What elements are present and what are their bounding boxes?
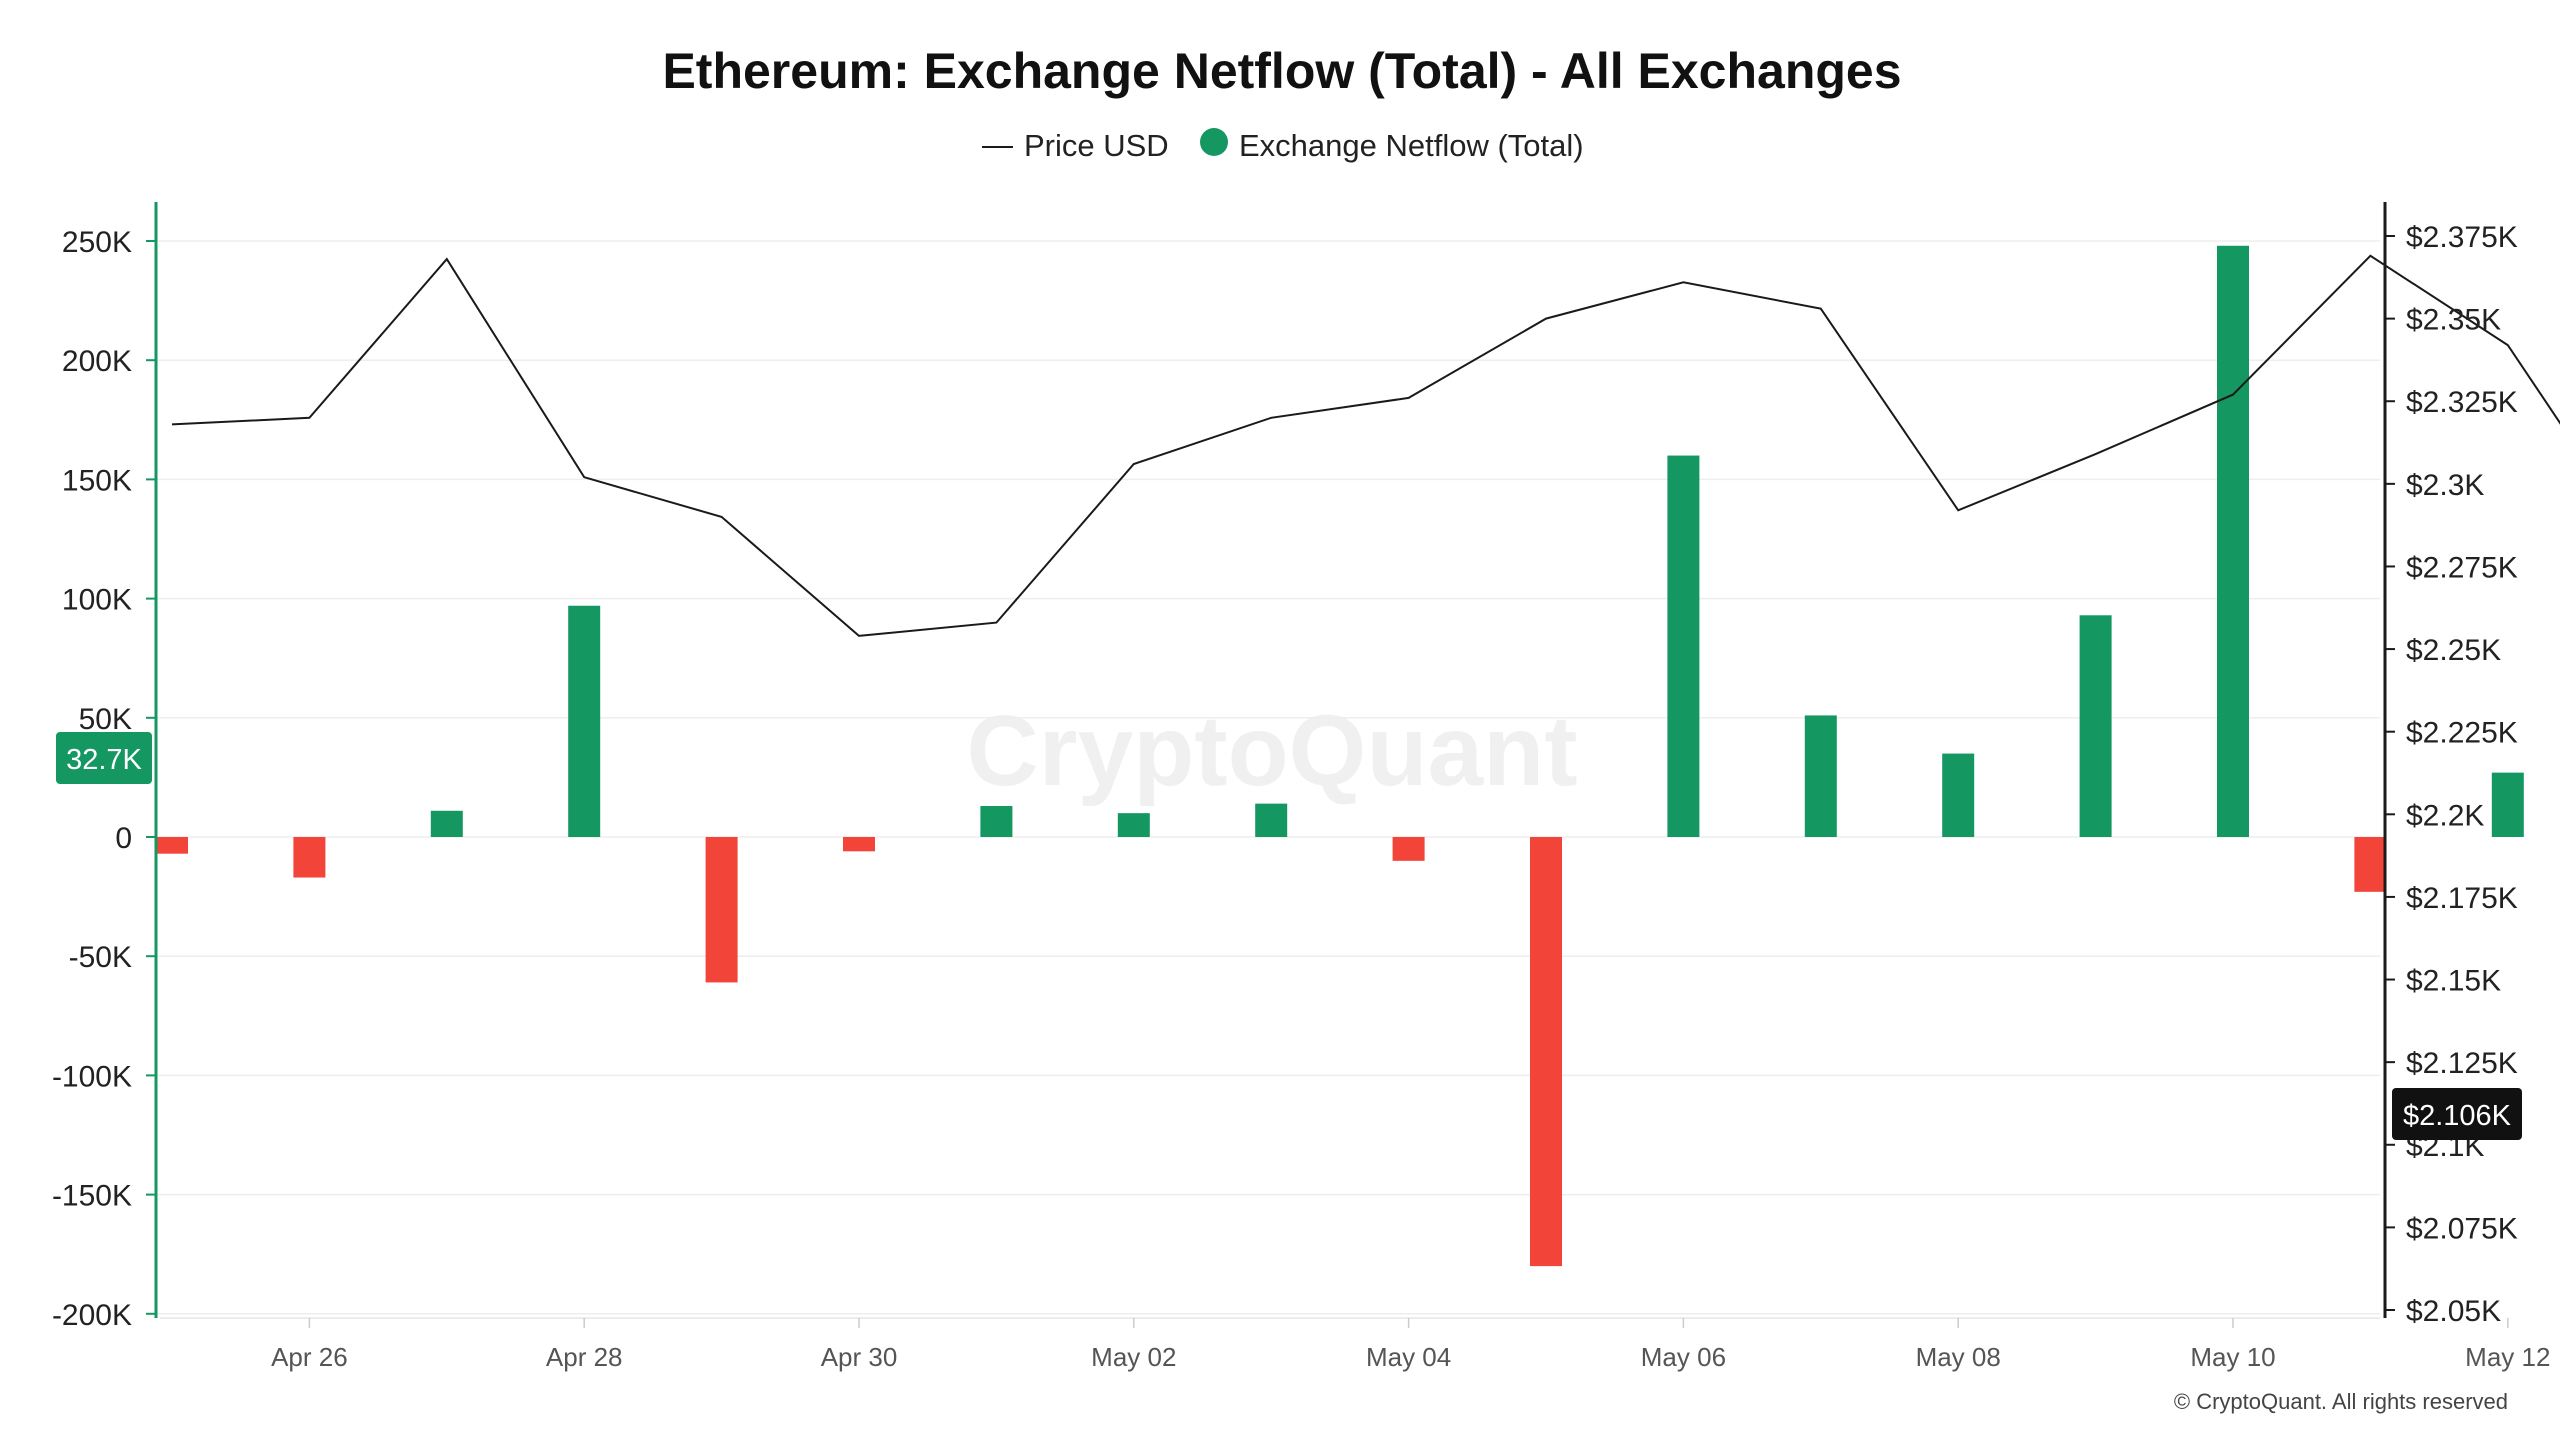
- left-tick-label: 100K: [62, 584, 132, 617]
- x-tick-label: May 10: [2190, 1342, 2275, 1372]
- right-tick-label: $2.35K: [2406, 304, 2501, 337]
- left-axis-ticks: 250K 200K 150K 100K 50K 0 -50K -100K -150K -200K: [52, 226, 156, 1332]
- right-tick-label: $2.05K: [2406, 1295, 2501, 1328]
- left-tick-label: 50K: [79, 703, 132, 736]
- right-tick-label: $2.325K: [2406, 386, 2518, 419]
- left-tick-label: 250K: [62, 226, 132, 259]
- netflow-badge-box: [56, 732, 152, 784]
- left-tick-label: -50K: [69, 941, 132, 974]
- right-tick-label: $2.25K: [2406, 634, 2501, 667]
- price-line: [171, 254, 2560, 637]
- right-tick-label: $2.3K: [2406, 469, 2484, 502]
- price-last-value-badge: $2.106K: [2392, 1088, 2522, 1140]
- footer-copyright: © CryptoQuant. All rights reserved: [2174, 1389, 2508, 1414]
- netflow-bar: [2491, 772, 2524, 837]
- price-badge-label: $2.106K: [2403, 1100, 2512, 1132]
- left-tick-label: 0: [115, 822, 132, 855]
- legend-netflow-label: Exchange Netflow (Total): [1239, 128, 1584, 163]
- legend-netflow-dot-marker: [1200, 128, 1228, 156]
- netflow-badge-label: 32.7K: [66, 744, 142, 776]
- right-tick-label: $2.075K: [2406, 1212, 2518, 1245]
- left-tick-label: -100K: [52, 1060, 132, 1093]
- x-tick-label: Apr 26: [271, 1342, 348, 1372]
- netflow-bar: [293, 837, 326, 878]
- legend-price-label: Price USD: [1024, 128, 1169, 163]
- x-axis-ticks: Apr 26 Apr 28 Apr 30 May 02 May 04 May 06 May …: [271, 1318, 2550, 1372]
- right-tick-label: $2.175K: [2406, 882, 2518, 915]
- netflow-bar: [705, 837, 738, 983]
- x-tick-label: May 08: [1916, 1342, 2001, 1372]
- gridlines: [156, 240, 2380, 1315]
- netflow-bar: [156, 837, 188, 854]
- watermark: CryptoQuant: [966, 695, 1577, 807]
- x-tick-label: May 12: [2465, 1342, 2550, 1372]
- netflow-bar: [1530, 837, 1562, 1267]
- netflow-bar: [1804, 715, 1837, 837]
- netflow-bars: [156, 245, 2524, 1267]
- netflow-bar: [980, 806, 1013, 837]
- left-tick-label: 200K: [62, 345, 132, 378]
- netflow-bar: [1667, 455, 1700, 837]
- right-tick-label: $2.275K: [2406, 551, 2518, 584]
- right-tick-label: $2.125K: [2406, 1047, 2518, 1080]
- netflow-bar: [430, 810, 463, 837]
- netflow-bar: [1255, 803, 1288, 837]
- axes: [154, 202, 2387, 1319]
- netflow-bar: [1117, 813, 1150, 837]
- x-tick-label: May 02: [1091, 1342, 1176, 1372]
- right-tick-label: $2.225K: [2406, 717, 2518, 750]
- x-tick-label: Apr 30: [821, 1342, 898, 1372]
- right-tick-label: $2.2K: [2406, 799, 2484, 832]
- price-line-layer: [171, 254, 2560, 637]
- chart-title: Ethereum: Exchange Netflow (Total) - All…: [662, 43, 1901, 99]
- right-axis-ticks: $2.375K $2.35K $2.325K $2.3K $2.275K $2.25K $2…: [2385, 221, 2518, 1328]
- x-tick-label: May 04: [1366, 1342, 1451, 1372]
- netflow-bar: [1392, 837, 1425, 861]
- right-tick-label: $2.15K: [2406, 965, 2501, 998]
- right-tick-label: $2.375K: [2406, 221, 2518, 254]
- netflow-last-value-badge: 32.7K: [56, 732, 152, 784]
- netflow-bar: [568, 605, 601, 837]
- netflow-bar: [2354, 837, 2387, 892]
- left-tick-label: -150K: [52, 1180, 132, 1213]
- netflow-bar: [843, 837, 875, 852]
- netflow-bar: [2079, 615, 2112, 837]
- netflow-bar: [1942, 753, 1975, 837]
- left-tick-label: -200K: [52, 1299, 132, 1332]
- price-badge-box: [2392, 1088, 2522, 1140]
- x-tick-label: Apr 28: [546, 1342, 623, 1372]
- netflow-bar: [2217, 245, 2249, 837]
- x-tick-label: May 06: [1641, 1342, 1726, 1372]
- legend: Price USD Exchange Netflow (Total): [982, 128, 1584, 163]
- left-tick-label: 150K: [62, 464, 132, 497]
